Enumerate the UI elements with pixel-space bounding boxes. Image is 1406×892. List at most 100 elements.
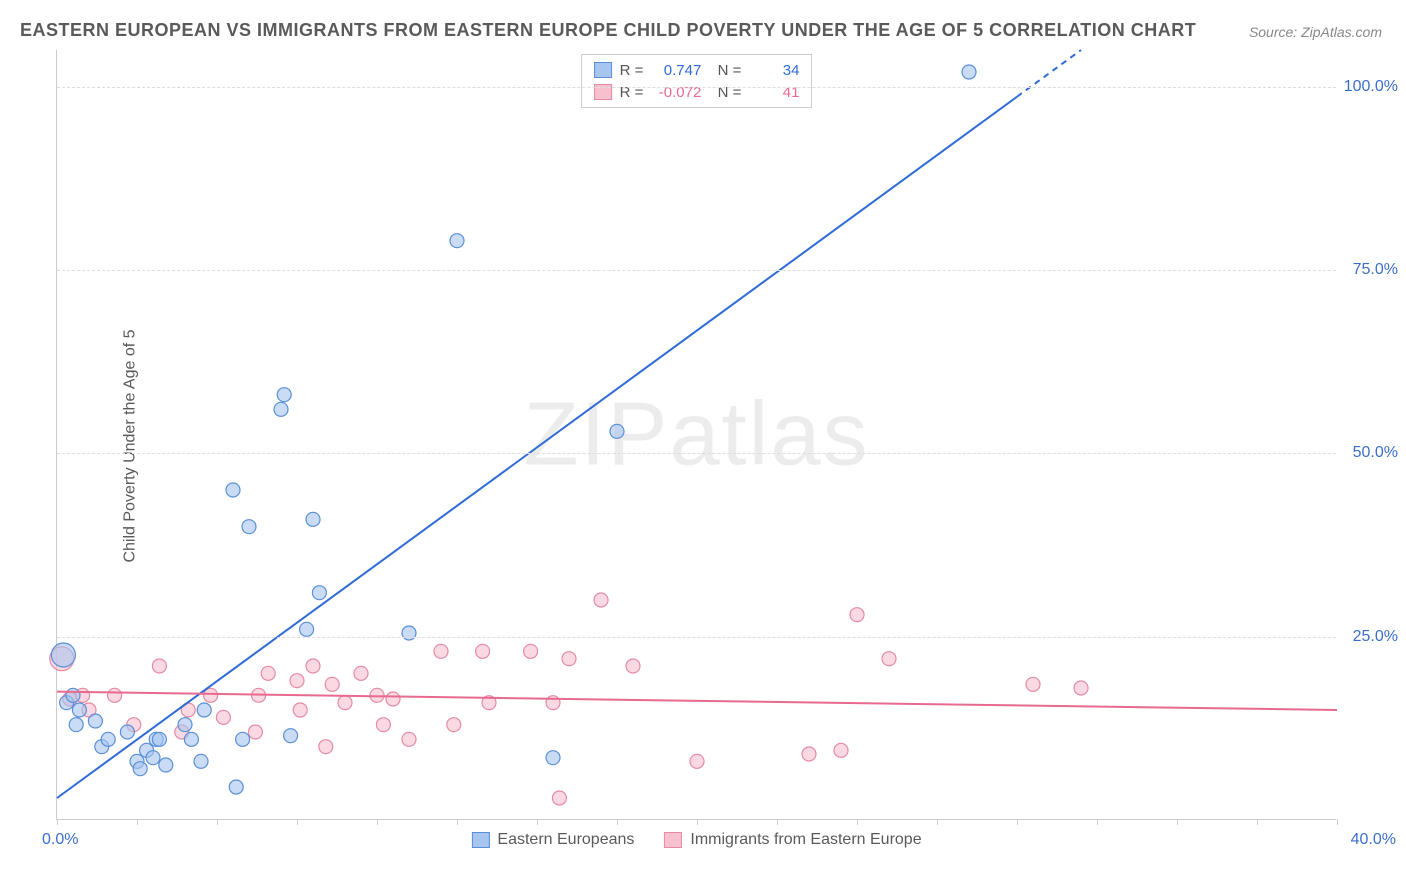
x-tick	[1337, 819, 1338, 825]
data-point	[226, 483, 240, 497]
data-point	[690, 754, 704, 768]
x-tick	[457, 819, 458, 825]
data-point	[546, 751, 560, 765]
series-name-2: Immigrants from Eastern Europe	[690, 831, 921, 849]
data-point	[376, 718, 390, 732]
x-tick	[1097, 819, 1098, 825]
data-point	[72, 703, 86, 717]
x-tick	[777, 819, 778, 825]
data-point	[434, 644, 448, 658]
data-point	[236, 732, 250, 746]
x-tick	[1017, 819, 1018, 825]
data-point	[197, 703, 211, 717]
gridline	[57, 270, 1336, 271]
data-point	[261, 666, 275, 680]
data-point	[338, 696, 352, 710]
series-swatch-2	[664, 832, 682, 848]
series-legend-item-1: Eastern Europeans	[471, 831, 634, 849]
data-point	[354, 666, 368, 680]
data-point	[447, 718, 461, 732]
data-point	[69, 718, 83, 732]
y-tick-label: 25.0%	[1353, 628, 1398, 646]
x-tick	[537, 819, 538, 825]
y-tick-label: 50.0%	[1353, 444, 1398, 462]
data-point	[524, 644, 538, 658]
data-point	[229, 780, 243, 794]
y-tick-label: 100.0%	[1344, 78, 1398, 96]
data-point	[626, 659, 640, 673]
data-point	[402, 732, 416, 746]
data-point	[51, 643, 75, 667]
data-point	[108, 688, 122, 702]
data-point	[159, 758, 173, 772]
data-point	[290, 674, 304, 688]
data-point	[216, 710, 230, 724]
data-point	[274, 402, 288, 416]
chart-svg	[57, 50, 1336, 819]
data-point	[184, 732, 198, 746]
data-point	[120, 725, 134, 739]
data-point	[834, 743, 848, 757]
data-point	[152, 732, 166, 746]
data-point	[277, 388, 291, 402]
x-tick	[857, 819, 858, 825]
x-axis-max-label: 40.0%	[1351, 831, 1396, 849]
data-point	[152, 659, 166, 673]
data-point	[66, 688, 80, 702]
trend-line-dashed	[1017, 50, 1081, 97]
data-point	[146, 751, 160, 765]
data-point	[88, 714, 102, 728]
data-point	[242, 520, 256, 534]
trend-line	[57, 692, 1337, 710]
data-point	[1074, 681, 1088, 695]
data-point	[133, 762, 147, 776]
data-point	[850, 608, 864, 622]
series-swatch-1	[471, 832, 489, 848]
chart-title: EASTERN EUROPEAN VS IMMIGRANTS FROM EAST…	[20, 20, 1196, 41]
series-legend-item-2: Immigrants from Eastern Europe	[664, 831, 921, 849]
data-point	[300, 622, 314, 636]
data-point	[386, 692, 400, 706]
data-point	[882, 652, 896, 666]
series-name-1: Eastern Europeans	[497, 831, 634, 849]
data-point	[962, 65, 976, 79]
data-point	[248, 725, 262, 739]
data-point	[594, 593, 608, 607]
data-point	[476, 644, 490, 658]
x-tick	[697, 819, 698, 825]
data-point	[1026, 677, 1040, 691]
x-tick	[377, 819, 378, 825]
data-point	[802, 747, 816, 761]
data-point	[562, 652, 576, 666]
data-point	[610, 424, 624, 438]
x-tick	[217, 819, 218, 825]
x-tick	[57, 819, 58, 825]
x-axis-min-label: 0.0%	[42, 831, 78, 849]
plot-area: ZIPatlas R = 0.747 N = 34 R = -0.072 N =…	[56, 50, 1336, 820]
source-label: Source: ZipAtlas.com	[1249, 24, 1382, 40]
series-legend: Eastern Europeans Immigrants from Easter…	[471, 831, 921, 849]
x-tick	[1257, 819, 1258, 825]
data-point	[178, 718, 192, 732]
data-point	[101, 732, 115, 746]
data-point	[306, 659, 320, 673]
gridline	[57, 453, 1336, 454]
data-point	[194, 754, 208, 768]
x-tick	[1177, 819, 1178, 825]
data-point	[306, 512, 320, 526]
data-point	[293, 703, 307, 717]
data-point	[319, 740, 333, 754]
gridline	[57, 637, 1336, 638]
x-tick	[297, 819, 298, 825]
data-point	[325, 677, 339, 691]
x-tick	[617, 819, 618, 825]
data-point	[284, 729, 298, 743]
gridline	[57, 87, 1336, 88]
x-tick	[937, 819, 938, 825]
data-point	[312, 586, 326, 600]
y-tick-label: 75.0%	[1353, 261, 1398, 279]
data-point	[402, 626, 416, 640]
data-point	[552, 791, 566, 805]
x-tick	[137, 819, 138, 825]
data-point	[450, 234, 464, 248]
